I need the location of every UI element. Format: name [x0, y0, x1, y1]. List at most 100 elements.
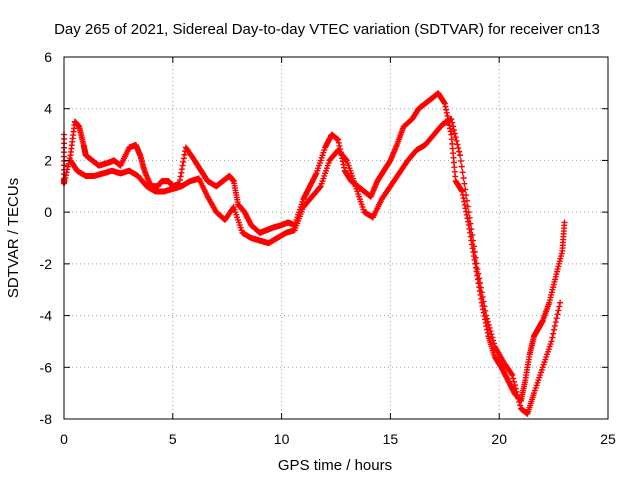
data-point — [483, 312, 490, 319]
data-point — [477, 284, 484, 291]
x-tick-label: 20 — [491, 431, 507, 447]
data-point — [457, 157, 464, 164]
data-point — [474, 266, 481, 273]
data-points — [61, 90, 568, 417]
y-tick-label: 0 — [44, 204, 52, 220]
data-point — [485, 321, 492, 328]
data-point — [468, 226, 475, 233]
data-point — [551, 322, 558, 329]
data-point — [517, 402, 524, 409]
data-point — [557, 299, 564, 306]
data-point — [343, 156, 350, 163]
data-point — [465, 209, 472, 216]
x-tick-label: 25 — [600, 431, 616, 447]
data-point — [467, 220, 474, 227]
data-point — [452, 134, 459, 141]
y-axis-label: SDTVAR / TECUs — [5, 178, 22, 298]
data-point — [508, 370, 515, 377]
y-tick-label: -6 — [40, 359, 53, 375]
data-point — [457, 152, 464, 159]
data-point — [463, 192, 470, 199]
data-point — [454, 141, 461, 148]
data-point — [472, 254, 479, 261]
data-point — [462, 186, 469, 193]
data-point — [476, 275, 483, 282]
data-point — [455, 145, 462, 152]
data-point — [450, 123, 457, 130]
x-tick-label: 15 — [383, 431, 399, 447]
y-tick-label: -2 — [40, 256, 53, 272]
data-point — [487, 328, 494, 335]
plot-frame — [63, 56, 609, 420]
data-point — [470, 243, 477, 250]
data-point — [450, 126, 457, 133]
data-point — [316, 184, 323, 191]
data-point — [550, 330, 557, 337]
x-axis-label: GPS time / hours — [278, 457, 392, 474]
data-point — [548, 338, 555, 345]
data-point — [554, 311, 561, 318]
data-point — [552, 319, 559, 326]
axis-ticks — [63, 56, 609, 420]
data-point — [449, 119, 456, 126]
data-point — [490, 337, 497, 344]
data-point — [448, 116, 455, 123]
data-point — [458, 163, 465, 170]
data-point — [451, 130, 458, 137]
data-point — [461, 180, 468, 187]
data-point — [484, 318, 491, 325]
data-point — [477, 279, 484, 286]
data-point — [464, 203, 471, 210]
data-point — [471, 248, 478, 255]
data-point — [470, 237, 477, 244]
chart-title: Day 265 of 2021, Sidereal Day-to-day VTE… — [54, 21, 600, 38]
data-point — [553, 315, 560, 322]
data-point — [510, 375, 517, 382]
y-tick-label: -8 — [40, 411, 53, 427]
data-point — [484, 315, 491, 322]
data-point — [516, 398, 523, 405]
data-point — [515, 395, 522, 402]
data-point — [513, 388, 520, 395]
data-point — [489, 334, 496, 341]
data-point — [549, 334, 556, 341]
data-point — [466, 214, 473, 221]
data-point — [473, 260, 480, 267]
data-point — [561, 219, 568, 226]
y-tick-labels: -8 -6 -4 -2 0 2 4 6 — [40, 49, 53, 427]
x-tick-labels: 0 5 10 15 20 25 — [60, 431, 616, 447]
data-point — [556, 303, 563, 310]
data-point — [478, 289, 485, 296]
data-point — [490, 340, 497, 347]
data-point — [460, 175, 467, 182]
data-point — [488, 331, 495, 338]
data-point — [456, 148, 463, 155]
data-point — [512, 385, 519, 392]
data-point — [551, 326, 558, 333]
data-point — [475, 270, 482, 277]
data-point — [453, 137, 460, 144]
data-point — [459, 169, 466, 176]
data-point — [486, 324, 493, 331]
x-tick-label: 0 — [60, 431, 68, 447]
series-1 — [67, 116, 564, 417]
data-point — [469, 231, 476, 238]
data-point — [510, 378, 517, 385]
x-tick-label: 10 — [274, 431, 290, 447]
data-point — [555, 307, 562, 314]
y-tick-label: 4 — [44, 101, 52, 117]
data-point — [479, 293, 486, 300]
data-point — [480, 298, 487, 305]
y-tick-label: -4 — [40, 308, 53, 324]
data-point — [463, 197, 470, 204]
y-tick-label: 6 — [44, 49, 52, 65]
y-tick-label: 2 — [44, 152, 52, 168]
data-point — [514, 392, 521, 399]
x-tick-label: 5 — [169, 431, 177, 447]
data-point — [481, 303, 488, 310]
data-point — [511, 382, 518, 389]
data-point — [509, 372, 516, 379]
data-point — [482, 307, 489, 314]
series-0 — [61, 90, 568, 404]
